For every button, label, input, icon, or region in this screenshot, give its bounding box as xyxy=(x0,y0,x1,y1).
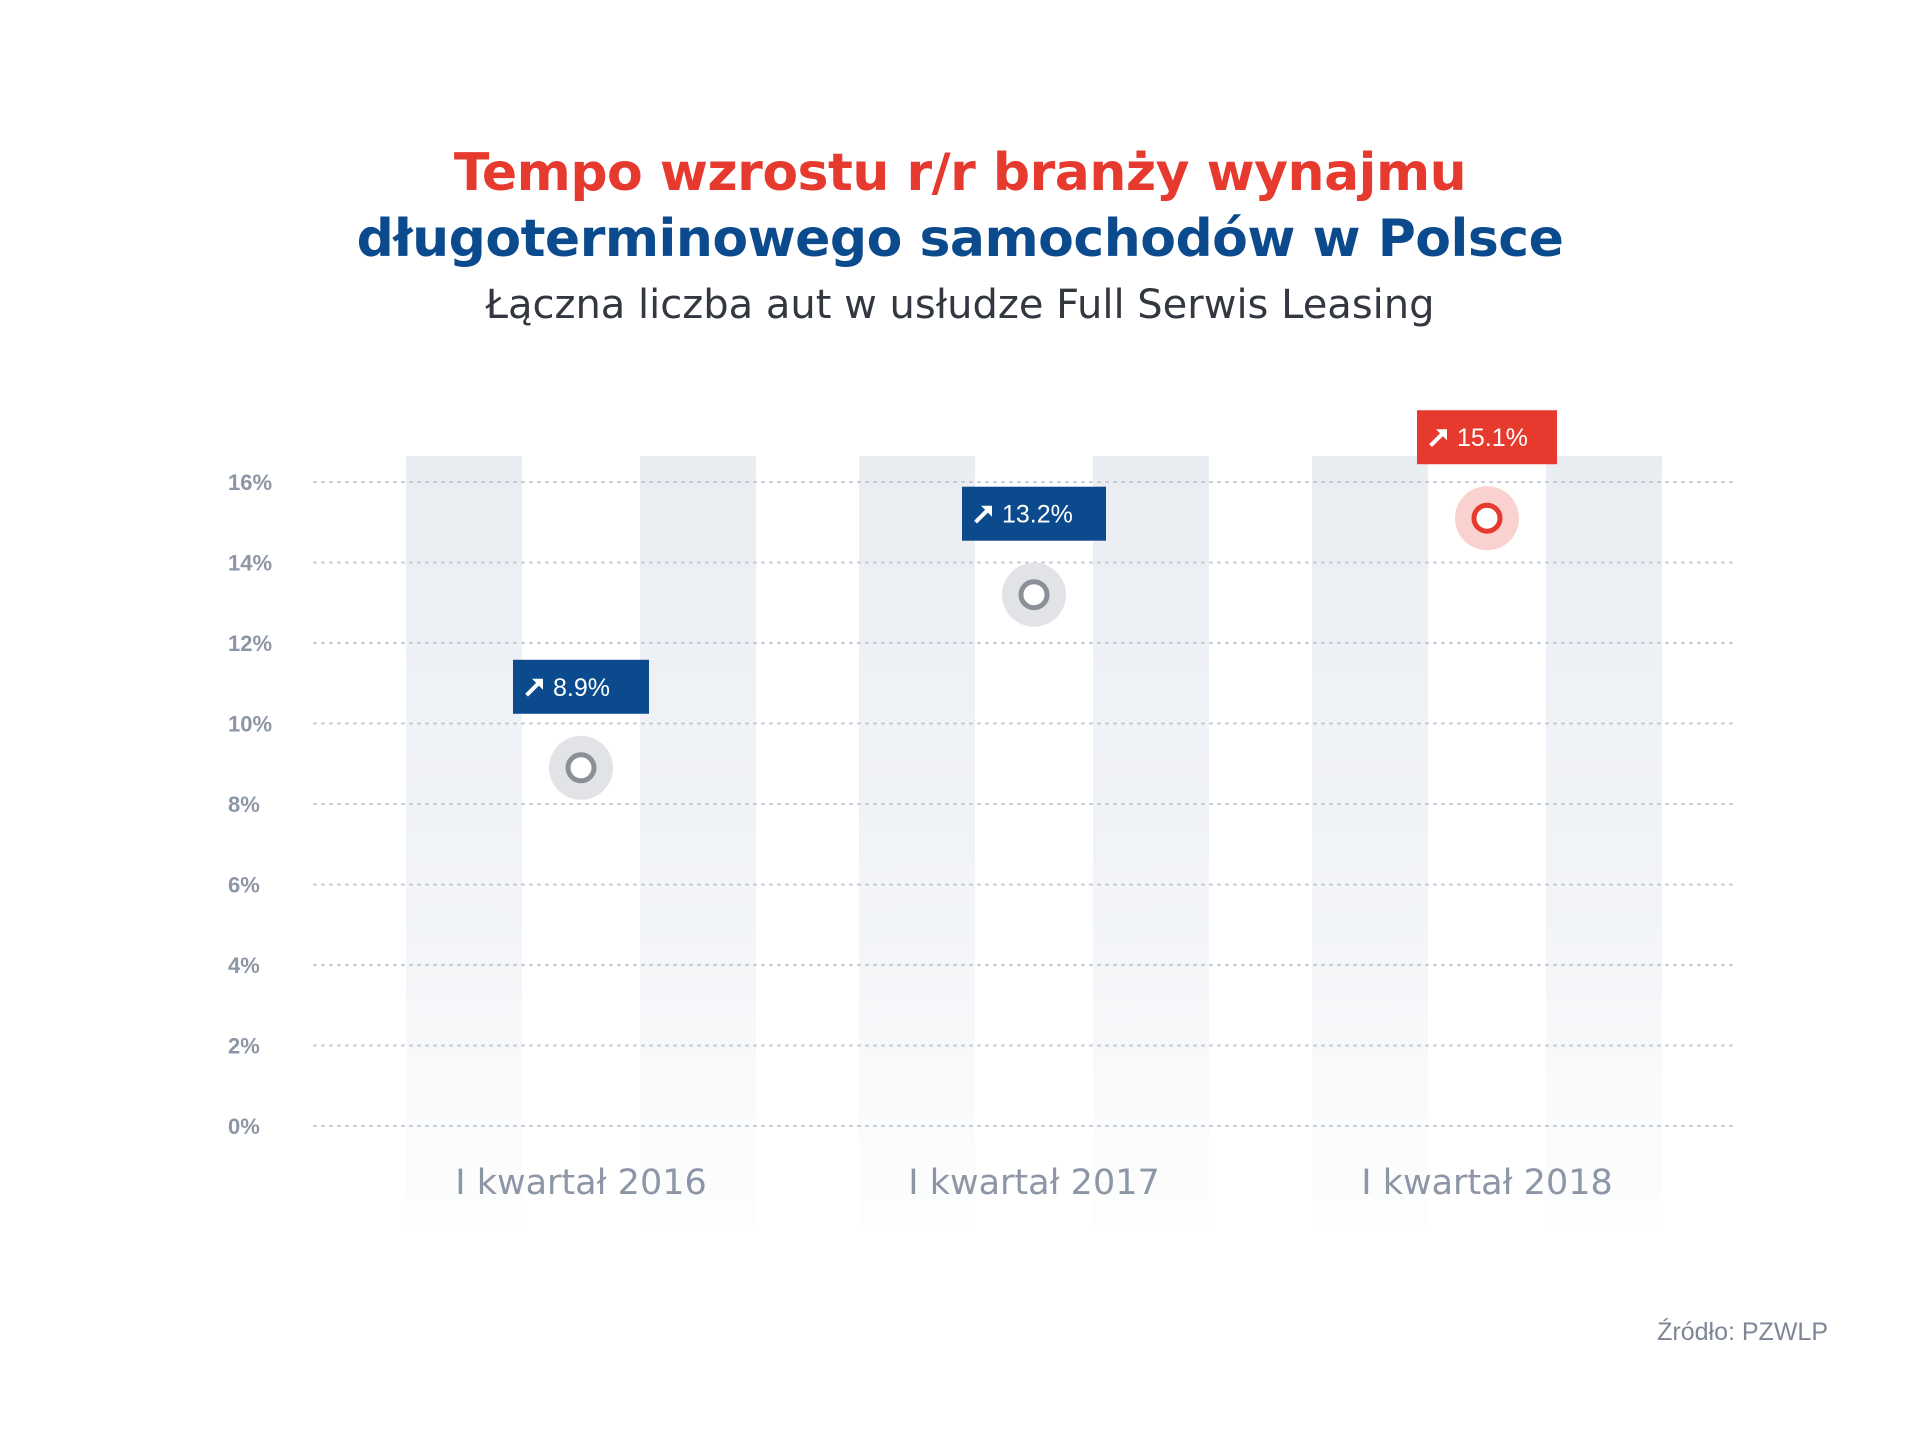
arrow-up-right-icon xyxy=(974,505,992,524)
lollipop-point xyxy=(1002,562,1066,1130)
grid-lines xyxy=(313,481,1735,1127)
x-category-label: I kwartał 2018 xyxy=(1361,1163,1613,1203)
y-axis: 0% 2% 4% 6% 8% 10% 12% 14% 16% xyxy=(228,470,272,1139)
data-label: 8.9% xyxy=(513,659,649,714)
marker-dot xyxy=(565,752,597,784)
y-tick-label: 4% xyxy=(228,953,260,978)
y-tick-label: 12% xyxy=(228,631,272,656)
marker-dot xyxy=(1018,579,1050,611)
background-band xyxy=(1312,456,1428,1230)
y-tick-label: 16% xyxy=(228,470,272,495)
chart-title-line-2: długoterminowego samochodów w Polsce xyxy=(356,209,1564,269)
x-category-label: I kwartał 2017 xyxy=(908,1163,1160,1203)
data-label-text: 15.1% xyxy=(1457,424,1528,452)
chart-subtitle: Łączna liczba aut w usłudze Full Serwis … xyxy=(485,282,1435,328)
y-tick-label: 14% xyxy=(228,551,272,576)
y-tick-label: 0% xyxy=(228,1114,260,1139)
data-label-text: 13.2% xyxy=(1002,501,1073,529)
background-band xyxy=(640,456,756,1230)
lollipop-point xyxy=(549,735,613,1130)
arrow-head xyxy=(532,678,543,690)
y-tick-label: 8% xyxy=(228,792,260,817)
background-band xyxy=(859,456,975,1230)
data-label: 15.1% xyxy=(1417,410,1557,465)
chart-title-line-1: Tempo wzrostu r/r branży wynajmu xyxy=(453,143,1467,203)
arrow-head xyxy=(981,505,992,517)
chart-header: Tempo wzrostu r/r branży wynajmu długote… xyxy=(0,140,1920,334)
marker-dot xyxy=(1471,502,1503,534)
data-label: 13.2% xyxy=(962,486,1106,541)
source-note: Źródło: PZWLP xyxy=(1657,1318,1828,1346)
x-axis: I kwartał 2016 I kwartał 2017 I kwartał 20… xyxy=(455,1163,1613,1203)
y-tick-label: 6% xyxy=(228,873,260,898)
background-band xyxy=(406,456,522,1230)
arrow-up-right-icon xyxy=(525,678,543,697)
y-tick-label: 2% xyxy=(228,1034,260,1059)
series: 8.9% 13.2% 15.1% xyxy=(513,410,1557,1130)
data-label-text: 8.9% xyxy=(553,674,610,702)
background-band xyxy=(1546,456,1662,1230)
x-category-label: I kwartał 2016 xyxy=(455,1163,707,1203)
arrow-up-right-icon xyxy=(1429,429,1447,448)
y-tick-label: 10% xyxy=(228,712,272,737)
background-band xyxy=(1093,456,1209,1230)
arrow-head xyxy=(1436,429,1447,441)
lollipop-point xyxy=(1455,486,1519,1130)
background-bands xyxy=(406,456,1662,1230)
